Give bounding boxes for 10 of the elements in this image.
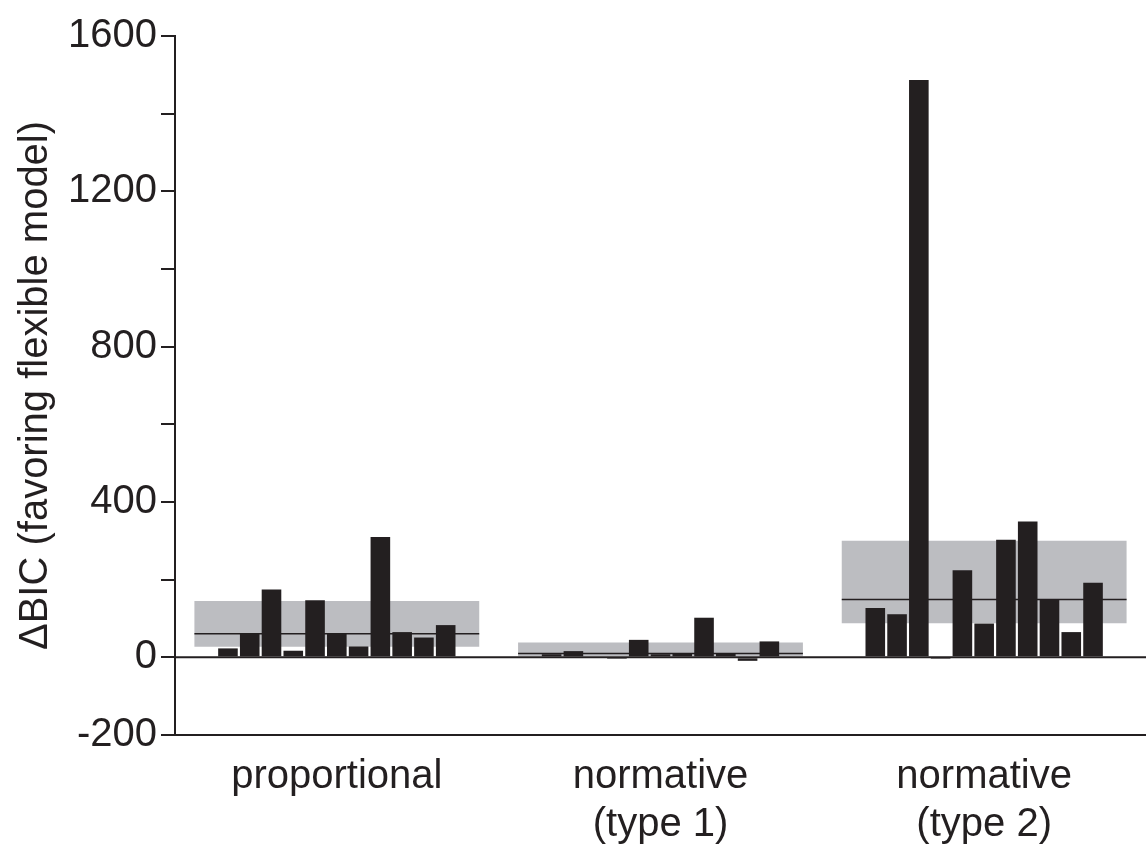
- x-tick-label: normative (type 1): [572, 752, 749, 845]
- x-tick-label: normative (type 2): [896, 752, 1072, 845]
- y-tick-label: 800: [90, 321, 157, 366]
- y-tick-label: -200: [76, 710, 157, 755]
- y-tick-label: 1600: [68, 11, 157, 56]
- x-tick-label: proportional: [231, 752, 443, 797]
- y-tick-label: 400: [90, 477, 157, 522]
- y-tick-label: 1200: [68, 166, 157, 211]
- y-tick-label: 0: [134, 632, 157, 677]
- y-axis-title: ΔBIC (favoring flexible model): [11, 120, 56, 651]
